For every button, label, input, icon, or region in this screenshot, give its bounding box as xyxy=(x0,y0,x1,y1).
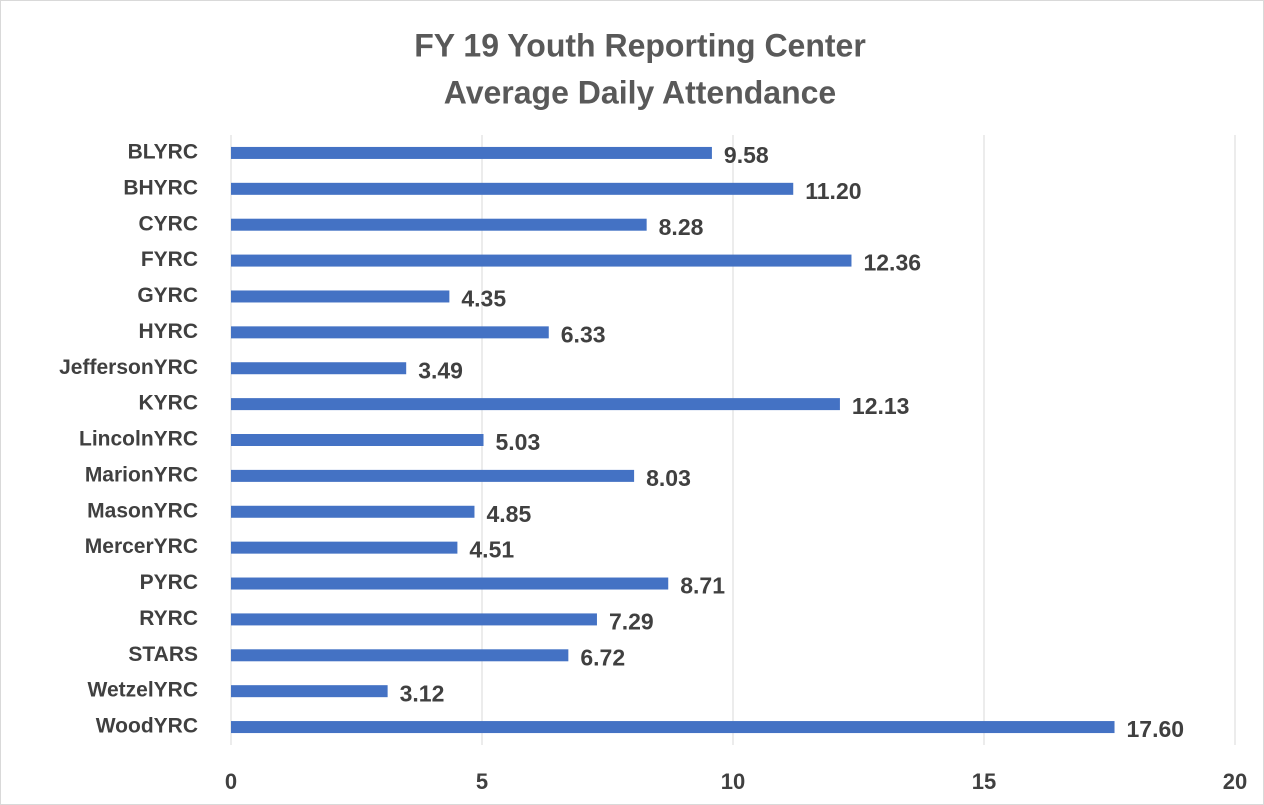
value-label: 17.60 xyxy=(1127,716,1185,742)
y-tick-label: MercerYRC xyxy=(85,535,198,558)
x-tick-label: 0 xyxy=(225,769,237,794)
value-label: 6.33 xyxy=(561,321,606,347)
value-label: 8.03 xyxy=(646,465,691,491)
value-label: 5.03 xyxy=(496,429,541,455)
value-label: 3.12 xyxy=(400,680,445,706)
bar xyxy=(231,218,647,231)
y-tick-label: WetzelYRC xyxy=(88,679,198,702)
bar xyxy=(231,434,484,446)
bar xyxy=(231,613,597,626)
value-label: 9.58 xyxy=(724,142,769,168)
value-label: 6.72 xyxy=(580,644,625,670)
bar xyxy=(231,577,669,590)
value-label: 8.71 xyxy=(680,573,725,599)
bar xyxy=(231,541,458,554)
value-label: 3.49 xyxy=(418,357,463,383)
chart-title: Average Daily Attendance xyxy=(444,74,836,110)
y-tick-label: CYRC xyxy=(138,212,198,235)
y-tick-label: JeffersonYRC xyxy=(59,356,198,379)
value-label: 12.13 xyxy=(852,393,910,419)
y-tick-label: BHYRC xyxy=(123,176,198,199)
bar xyxy=(231,362,407,375)
bar xyxy=(231,326,549,339)
y-tick-label: STARS xyxy=(128,643,198,666)
x-tick-label: 20 xyxy=(1223,769,1247,794)
x-tick-label: 15 xyxy=(972,769,996,794)
value-label: 12.36 xyxy=(863,250,921,276)
y-tick-label: RYRC xyxy=(139,607,198,630)
bar xyxy=(231,290,450,303)
value-label: 4.85 xyxy=(486,501,531,527)
y-tick-label: MarionYRC xyxy=(85,463,198,486)
value-label: 4.51 xyxy=(469,537,514,563)
bar xyxy=(231,685,388,698)
bar xyxy=(231,146,712,159)
x-tick-label: 5 xyxy=(476,769,488,794)
y-tick-label: PYRC xyxy=(140,571,198,594)
bar xyxy=(231,505,475,518)
bar xyxy=(231,721,1115,734)
bar xyxy=(231,649,569,662)
y-tick-label: HYRC xyxy=(138,320,198,343)
bar xyxy=(231,254,852,267)
y-tick-label: FYRC xyxy=(141,248,198,271)
y-tick-label: KYRC xyxy=(138,392,198,415)
bar xyxy=(231,469,635,482)
bar xyxy=(231,398,840,411)
bar xyxy=(231,182,794,195)
value-label: 11.20 xyxy=(805,178,861,204)
y-tick-label: LincolnYRC xyxy=(79,428,198,451)
value-label: 4.35 xyxy=(461,286,506,312)
y-tick-label: MasonYRC xyxy=(87,499,198,522)
value-label: 7.29 xyxy=(609,608,654,634)
y-tick-label: BLYRC xyxy=(128,140,198,163)
chart-title: FY 19 Youth Reporting Center xyxy=(414,27,866,63)
y-tick-label: GYRC xyxy=(137,284,198,307)
x-tick-label: 10 xyxy=(721,769,745,794)
y-tick-label: WoodYRC xyxy=(96,715,198,738)
value-label: 8.28 xyxy=(659,214,704,240)
